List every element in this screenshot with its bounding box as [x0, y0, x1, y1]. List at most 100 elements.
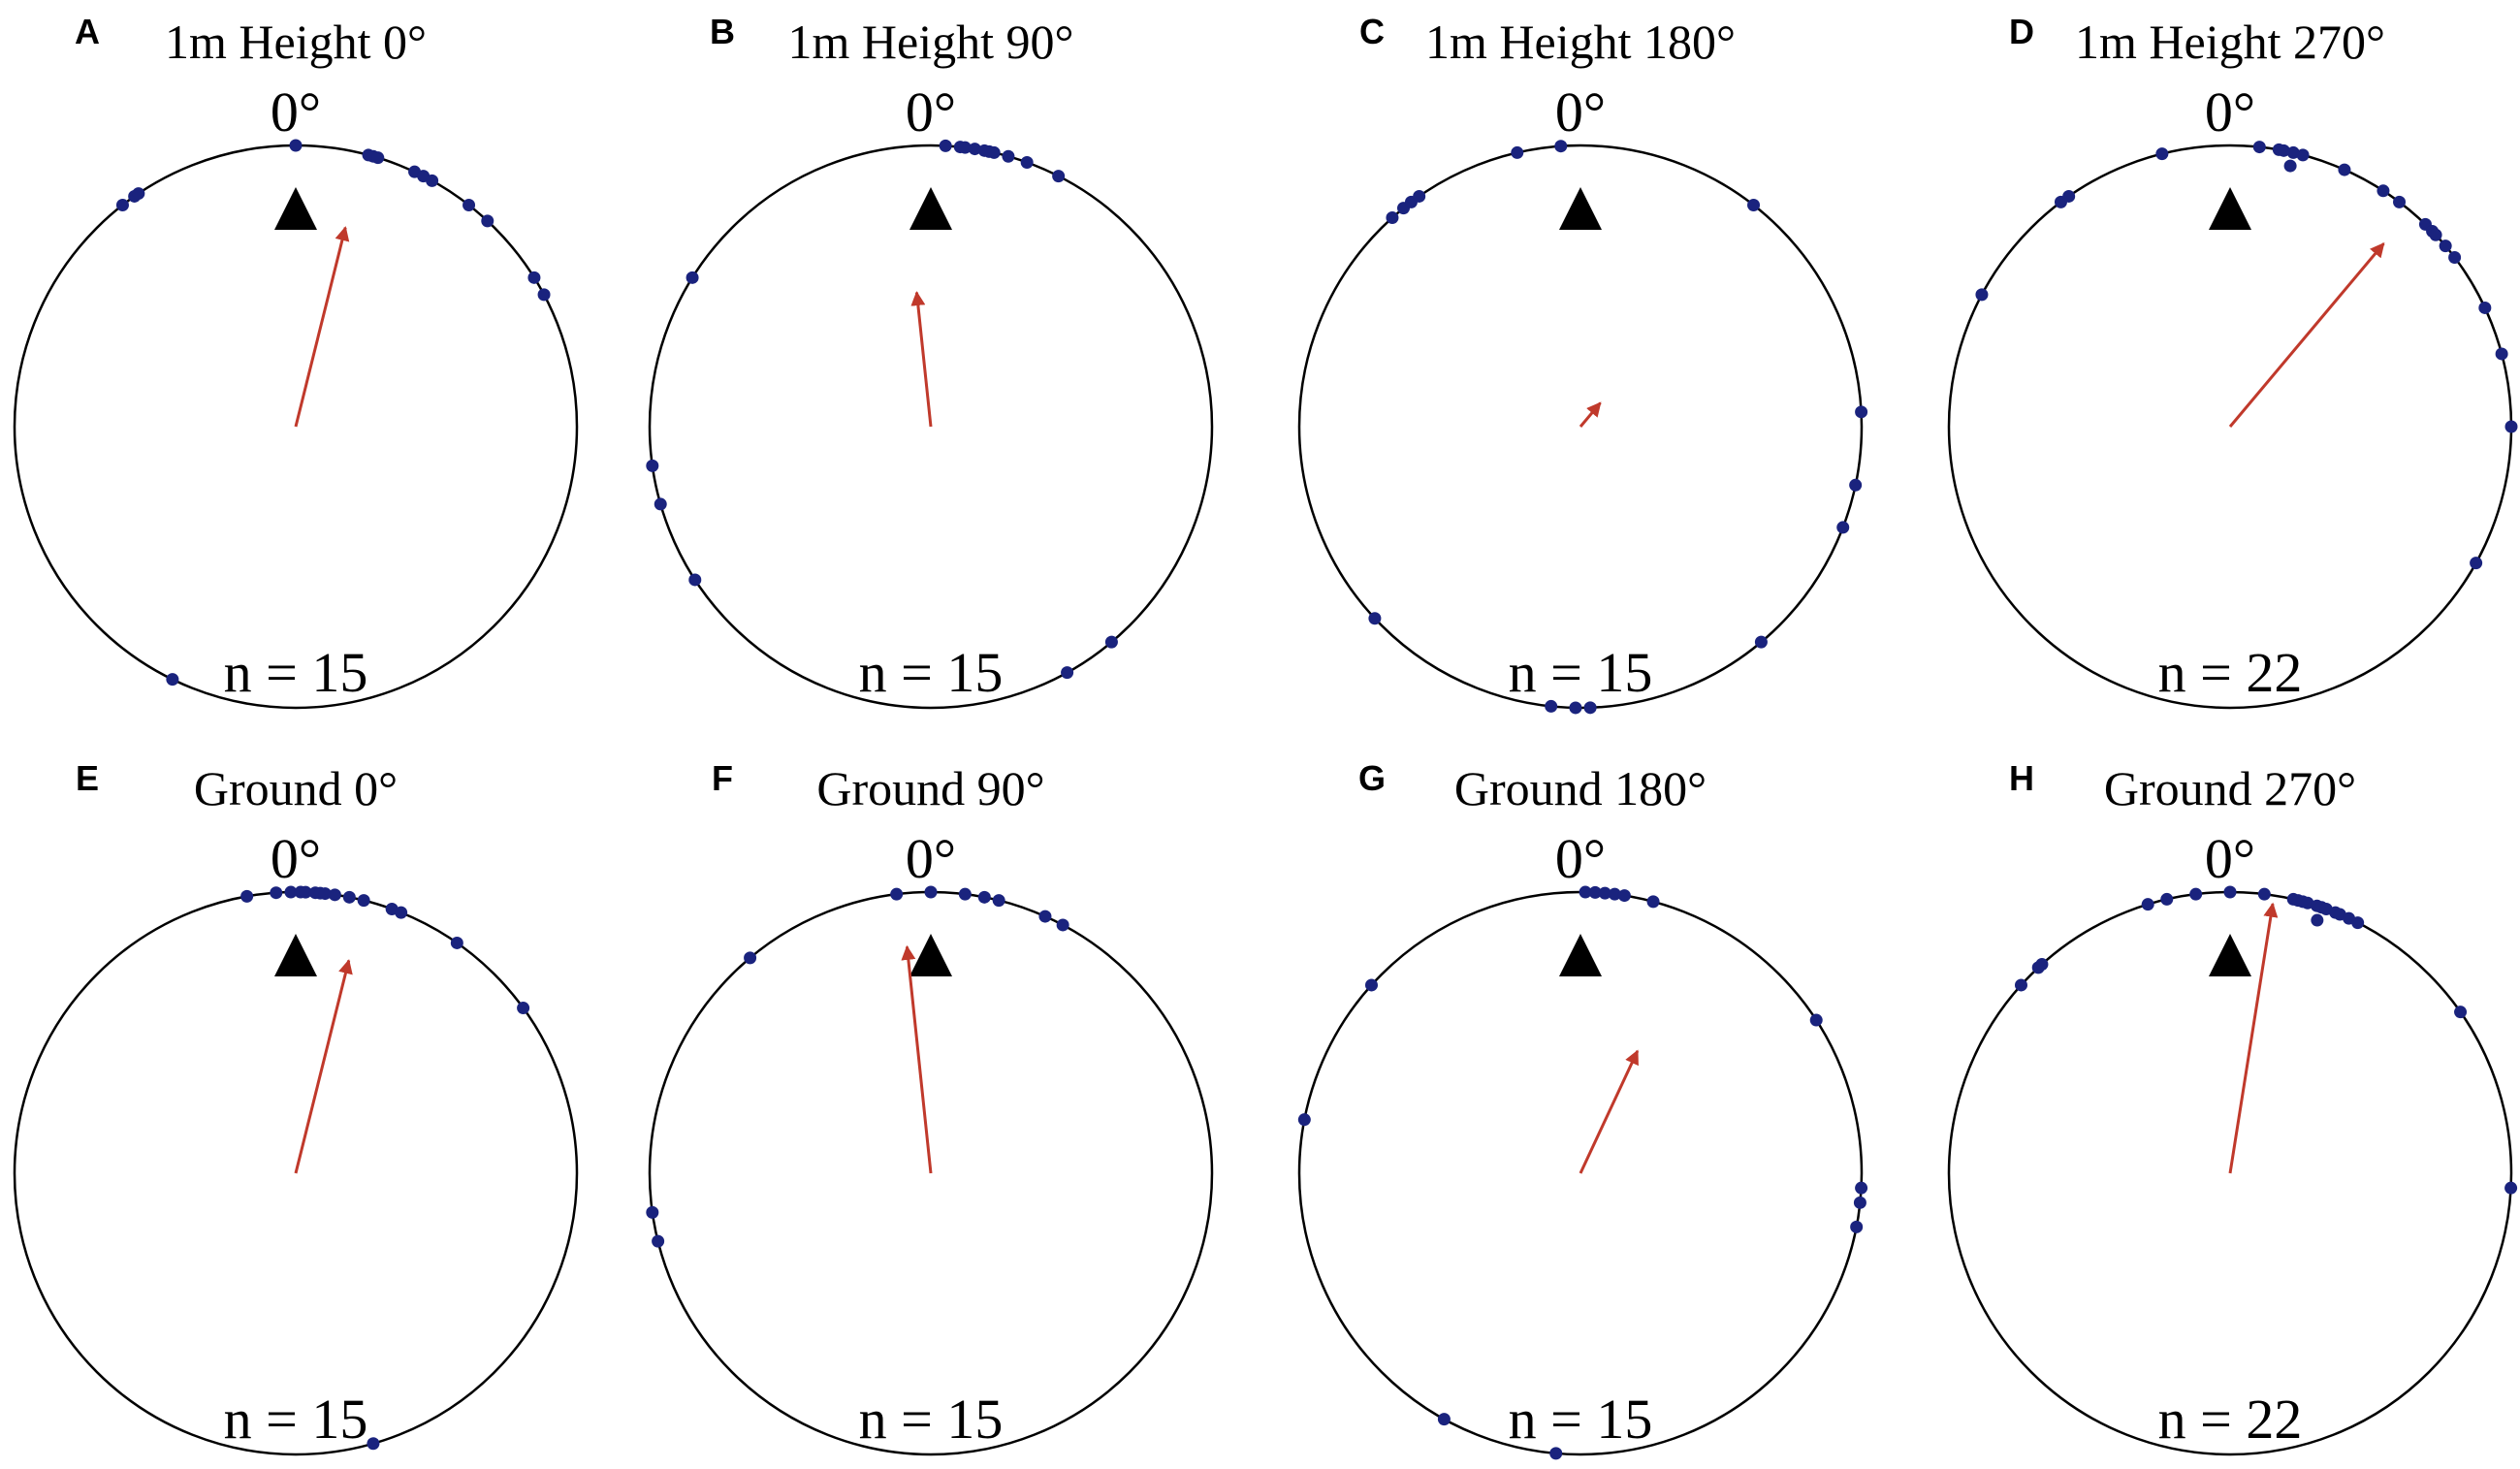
panel-title: 1m Height 90° — [788, 15, 1074, 69]
orientation-point — [2257, 887, 2271, 901]
north-tick-label: 0° — [1555, 80, 1606, 144]
orientation-point — [371, 151, 385, 165]
orientation-point — [992, 894, 1005, 908]
orientation-point — [2338, 163, 2351, 176]
stimulus-marker-icon — [909, 187, 952, 230]
orientation-point — [367, 1437, 380, 1451]
orientation-point — [1002, 149, 1015, 163]
mean-vector-arrow — [294, 959, 353, 1174]
sample-size-label: n = 15 — [859, 1388, 1004, 1451]
orientation-point — [2311, 913, 2324, 927]
orientation-point — [654, 497, 667, 511]
stimulus-marker-icon — [1559, 934, 1602, 976]
stimulus-marker-icon — [2209, 187, 2251, 230]
orientation-point — [2393, 195, 2407, 208]
orientation-point — [2470, 557, 2483, 570]
orientation-point — [987, 145, 1001, 159]
orientation-point — [2223, 885, 2237, 899]
panel-title: Ground 90° — [816, 761, 1044, 815]
north-tick-label: 0° — [2205, 827, 2255, 890]
orientation-point — [1386, 210, 1399, 224]
orientation-point — [1809, 1013, 1823, 1027]
orientation-point — [463, 198, 476, 211]
mean-vector-arrow — [1579, 1049, 1640, 1174]
orientation-point — [1549, 1447, 1563, 1460]
mean-vector-arrow — [1579, 401, 1602, 428]
stimulus-marker-icon — [909, 934, 952, 976]
panel-b: B 1m Height 90° 0° n = 15 — [646, 12, 1214, 710]
orientation-point — [1855, 405, 1868, 419]
sample-size-label: n = 15 — [224, 1388, 368, 1451]
orientation-point — [240, 889, 254, 903]
orientation-point — [1413, 189, 1426, 203]
orientation-point — [1836, 521, 1850, 534]
orientation-point — [357, 894, 370, 908]
orientation-point — [1545, 699, 1558, 713]
panel-e: E Ground 0° 0° n = 15 — [13, 758, 579, 1456]
north-tick-label: 0° — [271, 827, 321, 890]
orientation-point — [2504, 420, 2518, 433]
panel-title: 1m Height 270° — [2075, 15, 2385, 69]
orientation-point — [426, 174, 439, 187]
orientation-point — [450, 936, 463, 949]
orientation-point — [1554, 140, 1568, 153]
north-tick-label: 0° — [2205, 80, 2255, 144]
orientation-point — [1849, 478, 1863, 492]
orientation-point — [537, 288, 551, 302]
panel-letter: A — [75, 12, 100, 51]
stimulus-marker-icon — [274, 187, 317, 230]
mean-vector-arrow — [901, 944, 933, 1174]
panel-g: G Ground 180° 0° n = 15 — [1297, 758, 1868, 1460]
orientation-point — [2495, 347, 2508, 361]
orientation-point — [744, 951, 757, 965]
orientation-point — [688, 573, 702, 587]
orientation-point — [2478, 301, 2492, 314]
orientation-point — [2155, 147, 2169, 161]
panel-f: F Ground 90° 0° n = 15 — [646, 758, 1214, 1456]
orientation-point — [1850, 1220, 1864, 1233]
orientation-point — [1853, 1196, 1866, 1209]
orientation-point — [2296, 148, 2310, 162]
panel-letter: F — [712, 758, 733, 798]
mean-vector-arrow — [910, 291, 933, 428]
orientation-point — [2429, 228, 2442, 241]
sample-size-label: n = 22 — [2158, 1388, 2303, 1451]
orientation-point — [1608, 887, 1621, 901]
panel-letter: C — [1359, 12, 1385, 51]
orientation-point — [958, 887, 972, 901]
orientation-point — [115, 198, 129, 211]
panel-title: 1m Height 0° — [165, 15, 427, 69]
orientation-point — [1583, 701, 1597, 715]
stimulus-marker-icon — [274, 934, 317, 976]
orientation-point — [1368, 612, 1382, 625]
orientation-point — [2448, 250, 2462, 264]
orientation-point — [1579, 885, 1592, 899]
orientation-point — [2062, 189, 2076, 203]
sample-size-label: n = 15 — [1509, 641, 1653, 704]
sample-size-label: n = 22 — [2158, 641, 2303, 704]
orientation-point — [318, 887, 332, 901]
orientation-point — [2504, 1181, 2518, 1195]
orientation-point — [1437, 1413, 1451, 1426]
orientation-point — [1646, 895, 1660, 909]
stimulus-marker-icon — [1559, 187, 1602, 230]
orientation-point — [2014, 978, 2027, 992]
orientation-point — [299, 885, 312, 899]
orientation-point — [527, 271, 541, 284]
orientation-point — [958, 141, 972, 154]
orientation-point — [517, 1002, 530, 1015]
orientation-point — [1617, 889, 1631, 903]
orientation-point — [1056, 918, 1069, 932]
orientation-point — [2160, 892, 2174, 906]
orientation-point — [2454, 1006, 2468, 1019]
panel-d: D 1m Height 270° 0° n = 22 — [1947, 12, 2518, 710]
orientation-point — [1754, 635, 1768, 649]
orientation-point — [646, 1205, 659, 1219]
orientation-point — [270, 886, 283, 900]
orientation-point — [289, 139, 303, 152]
orientation-circle — [648, 144, 1214, 710]
panel-title: Ground 180° — [1454, 761, 1707, 815]
panel-title: 1m Height 180° — [1425, 15, 1736, 69]
sample-size-label: n = 15 — [1509, 1388, 1653, 1451]
